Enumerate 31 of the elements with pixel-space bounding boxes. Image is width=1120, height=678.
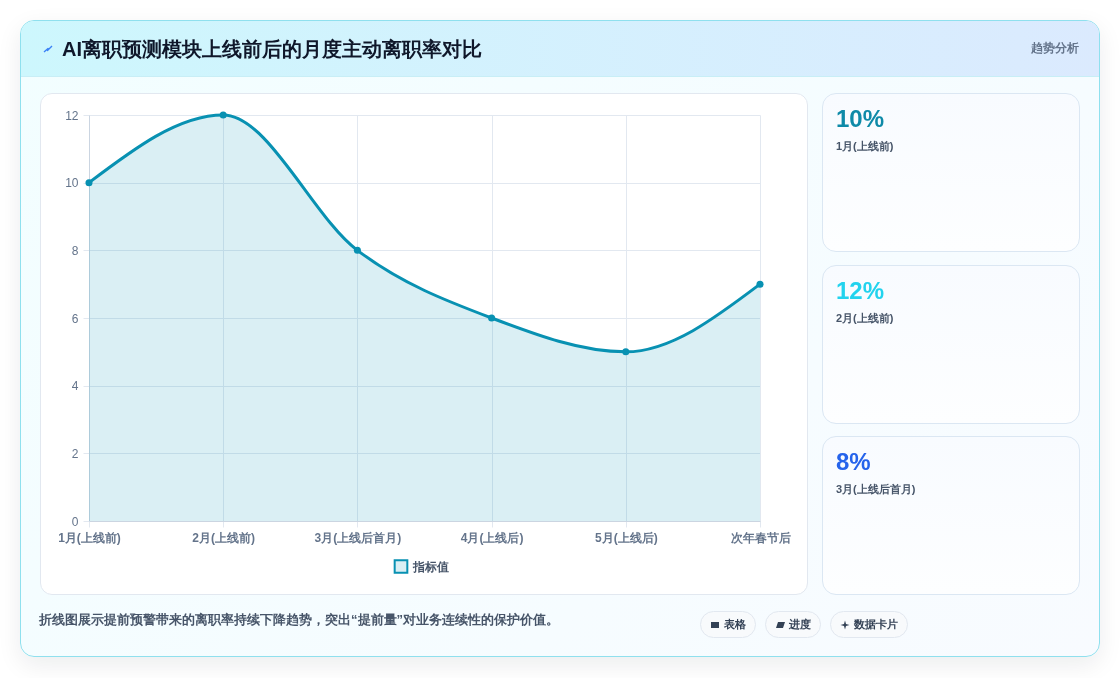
point	[488, 314, 496, 322]
y-tick-label: 8	[71, 243, 79, 258]
y-tick-label: 4	[71, 379, 79, 394]
point	[622, 348, 630, 356]
text: 3月(上线后首月)	[836, 482, 916, 496]
y-tick-label: 10	[65, 176, 79, 191]
text: 趋势分析	[1031, 40, 1079, 56]
x-tick-label: 4月(上线后)	[460, 530, 524, 545]
text: 12%	[836, 276, 885, 305]
x-tick-label: 3月(上线后首月)	[314, 530, 402, 545]
chart-title: AI离职预测模块上线前后的月度主动离职率对比	[62, 37, 482, 61]
text: 1月(上线前)	[836, 139, 894, 153]
legend-label: 指标值	[411, 559, 449, 574]
pill-button[interactable]: 进度	[765, 611, 821, 638]
pill-button[interactable]: 表格	[700, 611, 756, 638]
text: 10%	[836, 105, 885, 133]
x-tick-label: 次年春节后	[730, 530, 791, 545]
point	[756, 280, 764, 288]
text: 2月(上线前)	[836, 310, 894, 325]
point	[353, 246, 361, 254]
y-tick-label: 6	[71, 311, 79, 326]
pill-button[interactable]: 数据卡片	[830, 611, 908, 638]
x-tick-label: 5月(上线后)	[594, 530, 658, 545]
y-tick-label: 0	[71, 514, 79, 529]
point	[219, 111, 227, 119]
text: 折线图展示提前预警带来的离职率持续下降趋势，突出“提前量”对业务连续性的保护价值。	[39, 612, 559, 628]
text: 8%	[836, 448, 871, 476]
y-tick-label: 2	[71, 446, 79, 461]
x-tick-label: 2月(上线前)	[192, 530, 256, 545]
y-tick-label: 12	[65, 108, 79, 123]
x-tick-label: 1月(上线前)	[58, 530, 121, 545]
